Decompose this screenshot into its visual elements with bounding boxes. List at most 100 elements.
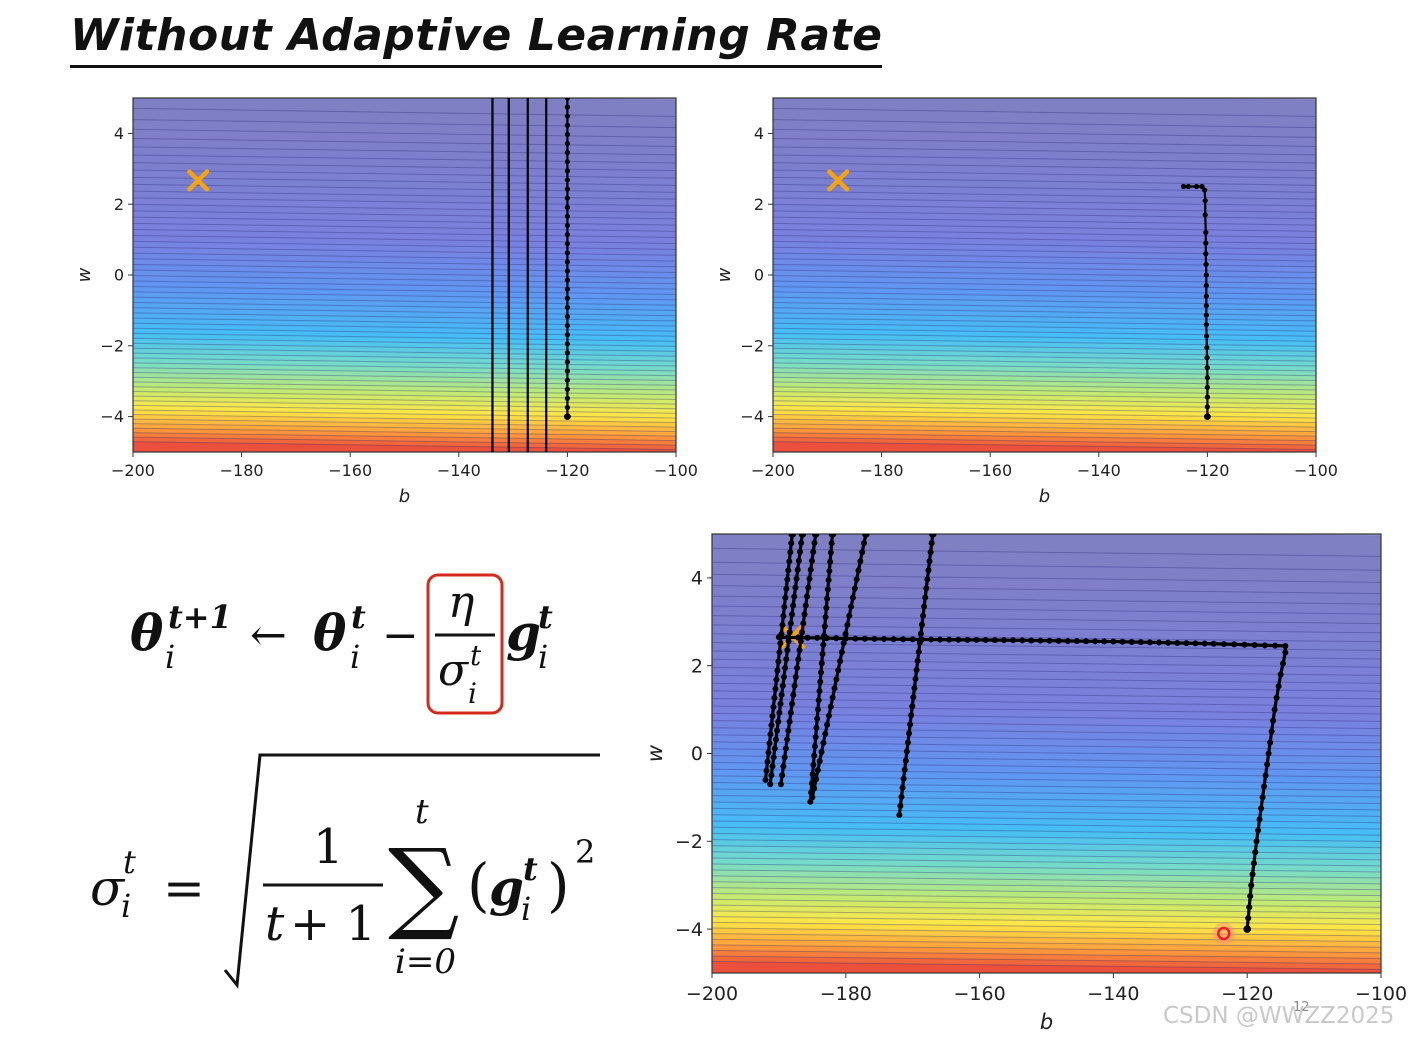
trajectory-point (1146, 639, 1153, 646)
trajectory-point (1261, 642, 1268, 649)
trajectory-point (762, 776, 769, 783)
x-axis-label: b (1040, 1010, 1053, 1034)
x-tick-label: −140 (1087, 983, 1139, 1005)
trajectory-point (1204, 404, 1210, 410)
y-tick-label: −2 (740, 336, 764, 355)
trajectory-point (833, 676, 840, 683)
trajectory-point (817, 678, 824, 685)
trajectory-point (564, 313, 570, 320)
trajectory-point (861, 635, 868, 642)
trajectory-point (770, 754, 777, 761)
trajectory-point (991, 637, 998, 644)
trajectory-point (1203, 333, 1210, 339)
trajectory-point (814, 706, 821, 713)
trajectory-point (1252, 849, 1259, 856)
trajectory-point (833, 635, 840, 642)
x-tick-label: −100 (1355, 983, 1407, 1005)
y-tick-label: −4 (740, 407, 764, 426)
trajectory-point (1203, 293, 1209, 299)
trajectory-point (767, 731, 774, 738)
trajectory-point (1185, 183, 1191, 190)
y-tick-label: 2 (691, 655, 703, 677)
trajectory-point (564, 131, 570, 138)
trajectory-point (564, 377, 570, 383)
svg-text:t: t (538, 598, 553, 636)
trajectory-point (1156, 639, 1163, 646)
trajectory-point (902, 757, 909, 764)
trajectory-point (900, 775, 907, 782)
trajectory-point (851, 585, 858, 592)
trajectory-point (811, 752, 818, 759)
trajectory-point (790, 602, 797, 609)
sigma-definition-formula: σ t i = 1 t + 1 t ∑ i=0 ( g t i ) 2 (90, 753, 600, 989)
svg-text:θ: θ (130, 603, 164, 662)
trajectory-point (774, 727, 781, 734)
trajectory-point (564, 359, 570, 365)
x-tick-label: −140 (437, 461, 481, 480)
trajectory-point (811, 785, 818, 792)
trajectory-point (964, 636, 971, 643)
trajectory-point (564, 350, 570, 356)
trajectory-point (1253, 838, 1260, 845)
trajectory-point (766, 740, 773, 747)
trajectory-point (771, 745, 778, 752)
trajectory-point (822, 730, 829, 737)
trajectory-point (973, 636, 980, 643)
trajectory-point (771, 694, 778, 701)
trajectory-point (1249, 871, 1256, 878)
trajectory-point (828, 540, 835, 547)
x-tick-label: −160 (328, 461, 372, 480)
update-rule-formula: θ t+1 i ← θ t i − η σ t i g t i (130, 573, 553, 715)
x-tick-label: −100 (654, 461, 698, 480)
trajectory-point (814, 634, 821, 641)
trajectory-point (1037, 637, 1044, 644)
target-marker (187, 169, 210, 192)
trajectory-point (1202, 198, 1208, 204)
trajectory-point (776, 649, 783, 656)
trajectory-point (787, 709, 794, 716)
trajectory-point (1202, 187, 1208, 193)
trajectory-point (791, 682, 798, 689)
slide-title: Without Adaptive Learning Rate (70, 8, 883, 68)
trajectory-point (800, 620, 807, 627)
trajectory-point (844, 621, 851, 628)
trajectory-point (810, 548, 817, 555)
trajectory-point (564, 277, 570, 283)
trajectory-point (916, 639, 923, 646)
trajectory-point (1268, 728, 1275, 735)
gradient-descent-chart-top-right: −200 −180 −160 −140 −120 −100 4 2 0 −2 −4 b w (714, 97, 1338, 507)
svg-text:θ: θ (313, 603, 347, 662)
trajectory-point (783, 585, 790, 592)
trajectory-point (810, 761, 817, 768)
trajectory-point (814, 715, 821, 722)
trajectory-point (846, 612, 853, 619)
trajectory-point (923, 585, 930, 592)
trajectory-point (1183, 640, 1190, 647)
trajectory-point (1247, 893, 1254, 900)
x-tick-label: −200 (751, 461, 795, 480)
trajectory-point (827, 549, 834, 556)
end-point-marker (1212, 922, 1235, 945)
watermark: CSDN @WWZZ2025 (1163, 1003, 1395, 1029)
trajectory-point (564, 113, 570, 119)
trajectory-point (840, 639, 847, 646)
svg-text:t: t (265, 896, 285, 952)
trajectory-point (1203, 303, 1209, 309)
trajectory-point (821, 623, 828, 630)
y-tick-label: −2 (675, 831, 703, 853)
svg-text:i: i (538, 638, 548, 676)
trajectory-point (818, 669, 825, 676)
trajectory-point (913, 666, 920, 673)
svg-text:g: g (506, 603, 541, 662)
trajectory-point (1203, 321, 1209, 328)
trajectory-point (564, 250, 570, 256)
trajectory-point (917, 630, 924, 637)
trajectory-point (855, 567, 862, 574)
trajectory-point (564, 222, 570, 229)
trajectory-point (1203, 240, 1209, 246)
trajectory-point (564, 341, 570, 347)
contour-background (133, 98, 676, 452)
trajectory-point (946, 636, 953, 643)
trajectory-point (1275, 683, 1282, 690)
trajectory-point (813, 776, 820, 783)
